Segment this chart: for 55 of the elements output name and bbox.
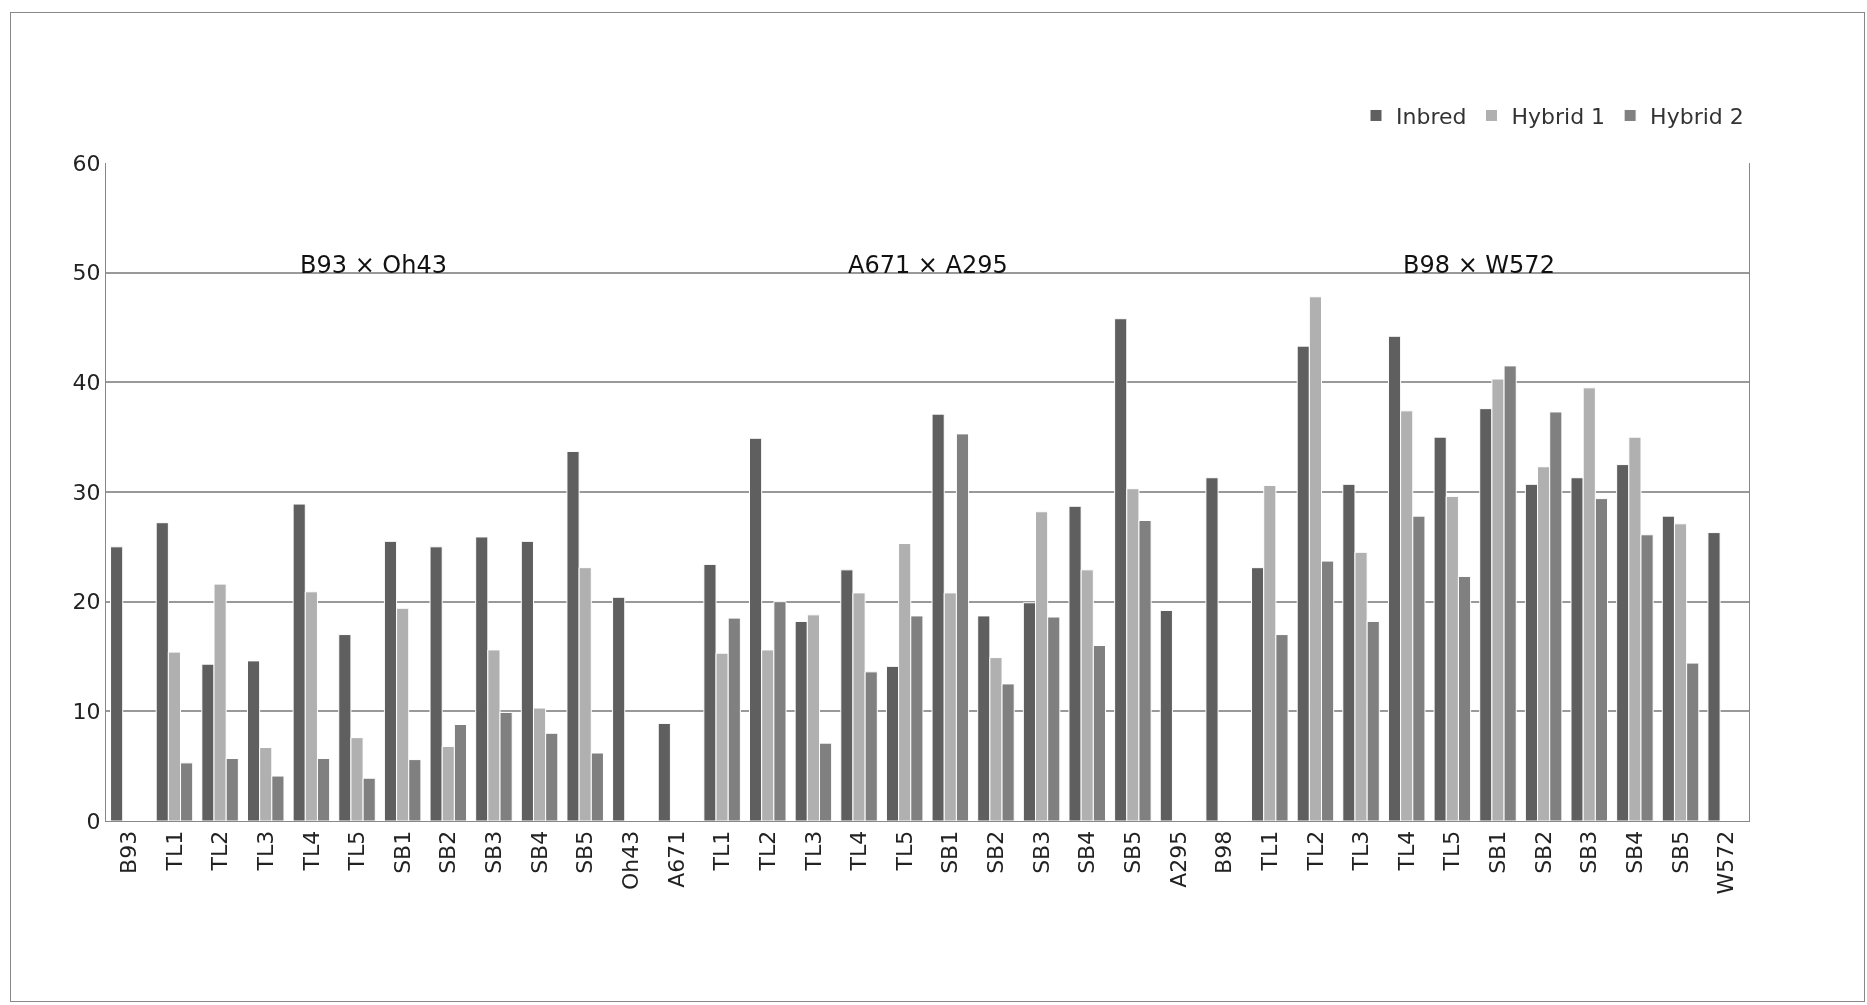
x-tick-label: SB1 bbox=[937, 830, 963, 874]
x-tick-label: TL5 bbox=[344, 830, 370, 872]
y-tick-label: 50 bbox=[72, 260, 101, 286]
x-tick-label: TL1 bbox=[1256, 830, 1282, 872]
x-tick-label: SB1 bbox=[389, 830, 415, 874]
x-tick-label: SB4 bbox=[526, 830, 552, 874]
annotation: B98 × W572 bbox=[1403, 251, 1555, 279]
x-tick-label: SB4 bbox=[1622, 830, 1648, 874]
x-tick-label: TL3 bbox=[252, 830, 278, 872]
x-tick-label: TL4 bbox=[298, 830, 324, 872]
y-tick-label: 60 bbox=[72, 150, 101, 176]
x-tick-label: SB3 bbox=[481, 830, 507, 874]
bar bbox=[1707, 532, 1721, 821]
annotation: B93 × Oh43 bbox=[300, 251, 448, 279]
x-tick-label: Oh43 bbox=[618, 830, 643, 891]
x-tick-label: W572 bbox=[1713, 830, 1739, 895]
bar bbox=[1205, 477, 1219, 821]
y-tick-label: 30 bbox=[72, 479, 101, 505]
x-tick-label: SB5 bbox=[572, 830, 598, 874]
x-tick-label: SB3 bbox=[1028, 830, 1054, 874]
x-tick-label: TL5 bbox=[1439, 830, 1465, 872]
bar bbox=[1159, 609, 1173, 821]
x-tick-label: TL1 bbox=[709, 830, 735, 872]
x-tick-label: B98 bbox=[1211, 830, 1237, 874]
x-tick-label: A295 bbox=[1165, 830, 1191, 888]
y-tick-label: 40 bbox=[72, 370, 101, 396]
bar bbox=[110, 546, 124, 821]
x-tick-label: TL4 bbox=[846, 830, 872, 872]
x-tick-label: TL2 bbox=[754, 830, 780, 872]
x-tick-label: TL3 bbox=[800, 830, 826, 872]
y-tick-label: 20 bbox=[72, 589, 101, 615]
legend-label: Hybrid 1 bbox=[1511, 104, 1606, 130]
x-tick-label: TL2 bbox=[1302, 830, 1328, 872]
x-tick-label: SB2 bbox=[435, 830, 461, 874]
x-tick-label: TL2 bbox=[207, 830, 233, 872]
x-tick-label: TL4 bbox=[1393, 830, 1419, 872]
x-tick-label: TL5 bbox=[891, 830, 917, 872]
x-tick-label: SB1 bbox=[1485, 830, 1511, 874]
y-tick-label: 10 bbox=[72, 699, 101, 725]
y-tick-label: 0 bbox=[86, 808, 101, 834]
x-tick-label: SB2 bbox=[1530, 830, 1556, 874]
x-tick-label: SB2 bbox=[983, 830, 1009, 874]
annotation: A671 × A295 bbox=[848, 251, 1008, 279]
x-tick-label: B93 bbox=[115, 830, 141, 874]
x-tick-label: A671 bbox=[663, 830, 689, 888]
x-tick-label: SB4 bbox=[1074, 830, 1100, 874]
x-tick-label: TL1 bbox=[161, 830, 187, 872]
x-tick-label: TL3 bbox=[1348, 830, 1374, 872]
x-tick-label: SB5 bbox=[1667, 830, 1693, 874]
bar bbox=[612, 596, 626, 821]
bar bbox=[657, 722, 671, 821]
legend-label: Hybrid 2 bbox=[1650, 104, 1744, 130]
x-tick-label: SB3 bbox=[1576, 830, 1602, 874]
legend-label: Inbred bbox=[1396, 104, 1467, 130]
x-tick-label: SB5 bbox=[1120, 830, 1146, 874]
